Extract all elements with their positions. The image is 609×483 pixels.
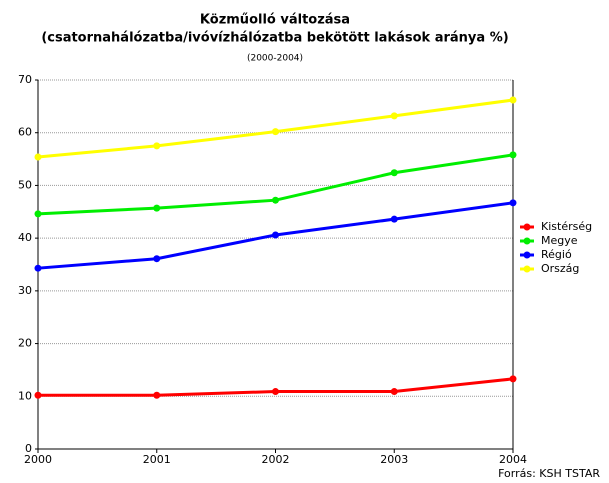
legend-label: Ország — [541, 262, 579, 275]
x-tick-label: 2004 — [499, 453, 527, 466]
y-tick-label: 70 — [18, 73, 32, 86]
legend-swatch — [523, 265, 531, 273]
legend-swatch — [523, 223, 531, 231]
legend-label: Régió — [541, 248, 572, 261]
x-tick-label: 2002 — [262, 453, 290, 466]
data-point — [34, 210, 42, 218]
chart-subtitle: (csatornahálózatba/ivóvízhálózatba beköt… — [41, 31, 508, 46]
data-point — [153, 255, 161, 263]
y-tick-label: 50 — [18, 178, 32, 191]
data-point — [390, 169, 398, 177]
data-point — [272, 388, 279, 396]
y-tick-label: 10 — [18, 389, 32, 402]
data-point — [153, 142, 161, 150]
x-tick-label: 2000 — [24, 453, 52, 466]
legend-label: Megye — [541, 234, 578, 247]
x-tick-label: 2003 — [380, 453, 408, 466]
data-point — [272, 231, 279, 239]
y-tick-label: 40 — [18, 231, 32, 244]
data-point — [153, 204, 161, 212]
chart-period: (2000-2004) — [247, 54, 303, 64]
data-point — [272, 128, 279, 136]
legend-swatch — [523, 251, 531, 259]
data-point — [34, 153, 42, 161]
data-point — [34, 264, 42, 272]
data-point — [509, 375, 517, 383]
data-point — [509, 96, 517, 104]
data-point — [390, 388, 398, 396]
data-point — [390, 112, 398, 120]
y-tick-label: 30 — [18, 284, 32, 297]
data-point — [34, 391, 42, 399]
data-point — [509, 199, 517, 207]
legend-swatch — [523, 237, 531, 245]
y-tick-label: 0 — [25, 442, 32, 455]
y-tick-label: 20 — [18, 337, 32, 350]
data-point — [390, 215, 398, 223]
data-point — [272, 196, 279, 204]
data-point — [153, 391, 161, 399]
data-point — [509, 151, 517, 159]
chart-title: Közműolló változása — [200, 13, 350, 28]
x-tick-label: 2001 — [143, 453, 171, 466]
source-note: Forrás: KSH TSTAR — [498, 467, 600, 480]
y-tick-label: 60 — [18, 126, 32, 139]
legend-label: Kistérség — [541, 220, 592, 233]
